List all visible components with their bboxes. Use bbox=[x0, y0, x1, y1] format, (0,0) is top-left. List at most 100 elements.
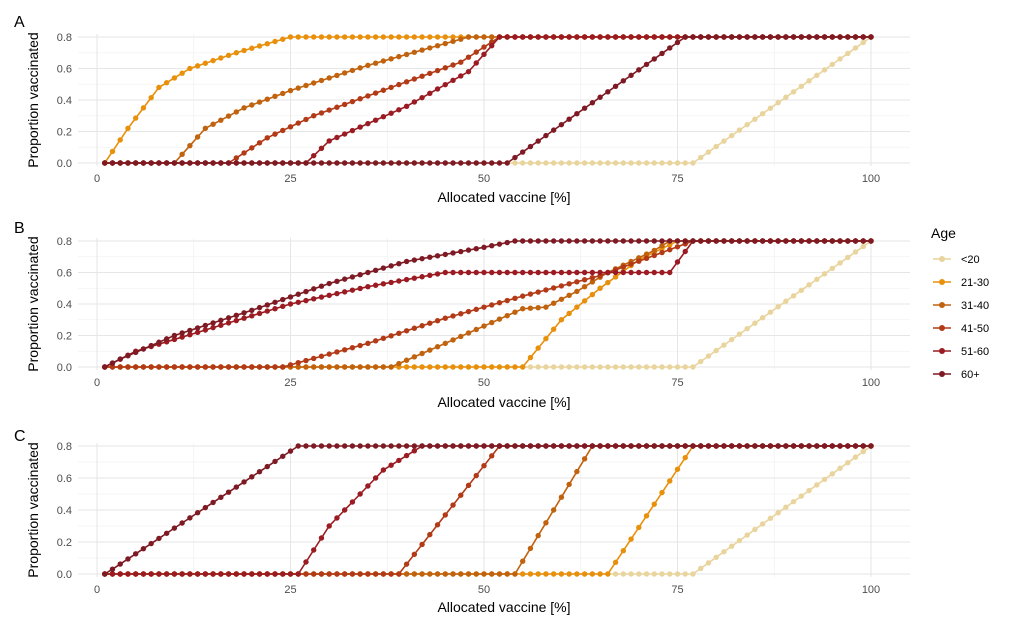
data-point bbox=[156, 364, 162, 370]
data-point bbox=[233, 155, 240, 161]
data-point bbox=[473, 60, 479, 66]
data-point bbox=[659, 489, 665, 496]
data-point bbox=[334, 349, 340, 355]
data-point bbox=[357, 124, 363, 130]
legend-title: Age bbox=[931, 225, 956, 241]
data-point bbox=[210, 364, 216, 370]
data-point bbox=[194, 329, 201, 336]
data-point bbox=[171, 75, 178, 81]
data-point bbox=[311, 286, 317, 292]
data-point bbox=[380, 160, 387, 166]
data-point bbox=[458, 443, 464, 449]
data-point bbox=[465, 443, 472, 449]
data-point bbox=[752, 526, 758, 533]
data-point bbox=[427, 90, 433, 97]
data-point bbox=[481, 51, 487, 58]
data-point bbox=[550, 34, 557, 40]
data-point bbox=[481, 44, 487, 50]
data-point bbox=[388, 364, 394, 370]
data-point bbox=[728, 543, 735, 549]
data-point bbox=[744, 34, 750, 40]
panel-label: C bbox=[14, 428, 26, 445]
data-point bbox=[311, 80, 317, 86]
data-point bbox=[411, 448, 418, 454]
data-point bbox=[140, 571, 147, 577]
data-point bbox=[620, 238, 627, 244]
data-point bbox=[566, 269, 572, 276]
data-point bbox=[218, 55, 224, 61]
data-point bbox=[109, 364, 116, 370]
data-point bbox=[736, 537, 743, 544]
data-point bbox=[721, 34, 727, 40]
data-point bbox=[280, 160, 286, 166]
data-point bbox=[636, 258, 642, 264]
data-point bbox=[148, 160, 154, 166]
data-point bbox=[535, 34, 541, 40]
data-point bbox=[287, 160, 294, 166]
data-point bbox=[620, 571, 627, 577]
data-point bbox=[434, 344, 441, 350]
panel-label: B bbox=[14, 220, 25, 237]
data-point bbox=[698, 443, 704, 449]
data-point bbox=[581, 298, 588, 304]
data-point bbox=[372, 34, 379, 40]
data-point bbox=[504, 364, 510, 370]
data-point bbox=[574, 571, 580, 577]
data-point bbox=[311, 296, 317, 302]
data-point bbox=[326, 280, 332, 287]
data-point bbox=[535, 289, 541, 295]
data-point bbox=[442, 364, 448, 370]
data-point bbox=[636, 269, 642, 276]
data-point bbox=[527, 305, 534, 311]
data-point bbox=[620, 364, 627, 370]
panel-B: 0.0 0.2 0.4 0.6 0.8 0 25 50 75 100 Allocated vacci… bbox=[14, 220, 910, 410]
data-point bbox=[419, 571, 425, 577]
data-point bbox=[674, 259, 681, 265]
data-point bbox=[280, 90, 286, 97]
data-point bbox=[287, 301, 294, 307]
data-point bbox=[736, 443, 743, 449]
data-point bbox=[698, 154, 704, 161]
data-point bbox=[264, 160, 270, 166]
data-point bbox=[659, 269, 665, 276]
data-point bbox=[783, 34, 789, 40]
data-point bbox=[651, 571, 657, 577]
data-point bbox=[202, 504, 209, 511]
data-point bbox=[713, 238, 719, 244]
data-point bbox=[427, 571, 433, 577]
data-point bbox=[628, 364, 634, 370]
data-point bbox=[109, 160, 116, 166]
data-point bbox=[845, 460, 851, 466]
data-point bbox=[264, 571, 270, 577]
data-point bbox=[303, 357, 309, 364]
data-point bbox=[194, 364, 201, 370]
data-point bbox=[744, 443, 750, 449]
data-point bbox=[434, 571, 441, 577]
data-point bbox=[442, 512, 448, 518]
data-point bbox=[326, 364, 332, 370]
data-point bbox=[210, 324, 216, 331]
data-point bbox=[171, 571, 178, 577]
data-point bbox=[783, 504, 789, 510]
data-point bbox=[272, 458, 278, 465]
data-point bbox=[814, 72, 820, 79]
y-tick-label: 0.6 bbox=[57, 64, 72, 76]
data-point bbox=[249, 364, 255, 370]
data-point bbox=[643, 364, 650, 370]
data-point bbox=[442, 315, 448, 321]
data-point bbox=[156, 160, 162, 166]
data-point bbox=[845, 443, 851, 449]
data-point bbox=[419, 34, 425, 40]
data-point bbox=[636, 160, 642, 166]
data-point bbox=[520, 558, 526, 564]
data-point bbox=[558, 364, 565, 370]
data-point bbox=[241, 571, 247, 577]
data-point bbox=[357, 342, 363, 349]
data-point bbox=[651, 238, 657, 244]
data-point bbox=[349, 364, 356, 370]
data-point bbox=[295, 160, 301, 166]
data-point bbox=[442, 65, 448, 71]
data-point bbox=[767, 515, 774, 522]
data-point bbox=[667, 45, 673, 51]
data-point bbox=[218, 117, 224, 123]
